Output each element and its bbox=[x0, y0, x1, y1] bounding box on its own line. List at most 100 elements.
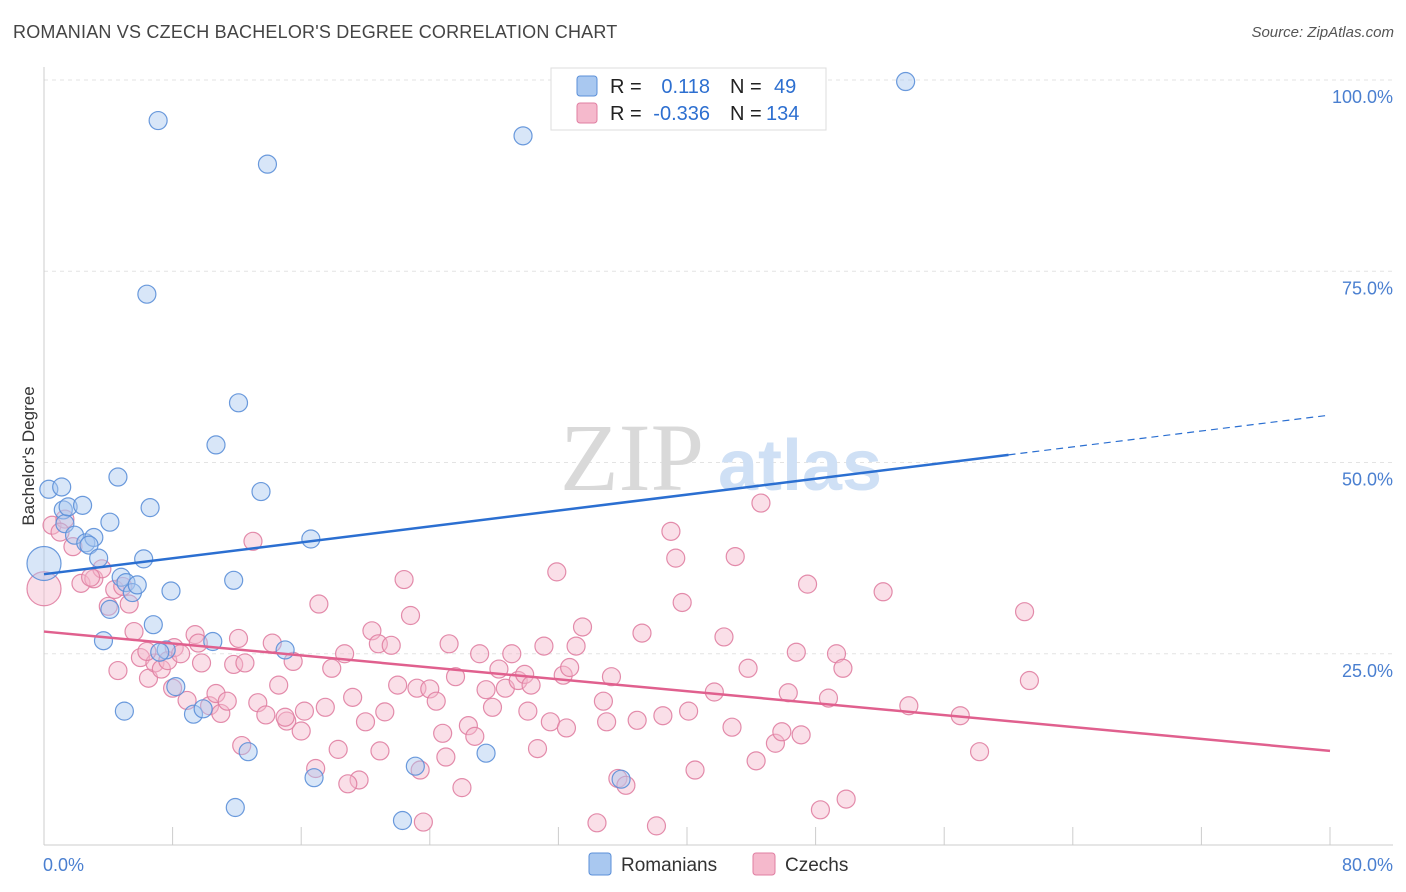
czech-point bbox=[228, 628, 249, 649]
romanian-point bbox=[301, 529, 321, 549]
czech-point bbox=[381, 635, 401, 655]
czech-point bbox=[597, 712, 617, 732]
romanian-point bbox=[896, 71, 916, 92]
czech-point bbox=[439, 634, 459, 654]
czech-point bbox=[534, 636, 554, 656]
czech-point bbox=[433, 723, 453, 743]
legend-swatch-romanians bbox=[576, 75, 598, 97]
romanian-point bbox=[114, 701, 134, 721]
czech-point bbox=[315, 697, 335, 717]
trend-lines bbox=[43, 414, 1331, 753]
romanian-point bbox=[251, 481, 271, 502]
czech-point bbox=[797, 574, 818, 594]
czech-point bbox=[527, 739, 548, 759]
watermark: ZIP atlas bbox=[560, 404, 882, 511]
czech-point bbox=[666, 548, 686, 568]
czech-point bbox=[275, 707, 295, 727]
romanian-point bbox=[52, 477, 72, 497]
czech-point bbox=[646, 816, 667, 836]
czech-point bbox=[653, 706, 673, 726]
romanian-point bbox=[513, 126, 533, 146]
romanian-point bbox=[140, 498, 160, 518]
romanian-point bbox=[137, 284, 157, 304]
czech-point bbox=[661, 521, 681, 541]
romanian-point bbox=[93, 631, 114, 651]
czech-point bbox=[294, 701, 315, 721]
czech-point bbox=[791, 725, 811, 745]
legend-r-value-czechs: -0.336 bbox=[653, 103, 710, 125]
series-legend-label-czechs: Czechs bbox=[785, 855, 848, 876]
czech-point bbox=[465, 726, 485, 746]
czech-point bbox=[518, 701, 538, 721]
czech-point bbox=[601, 667, 622, 687]
czech-point bbox=[291, 721, 311, 741]
czech-point bbox=[679, 701, 699, 721]
legend-n-label-romanians: N = bbox=[730, 76, 762, 98]
czech-point bbox=[772, 722, 792, 742]
romanian-point bbox=[611, 769, 631, 789]
czech-point bbox=[502, 644, 522, 664]
czech-point bbox=[470, 644, 490, 664]
romanian-point bbox=[275, 640, 295, 660]
czech-point bbox=[714, 627, 734, 647]
romanians-trend-extension bbox=[1008, 414, 1331, 456]
czech-point bbox=[217, 691, 237, 711]
czech-point bbox=[322, 658, 342, 678]
romanian-point bbox=[72, 495, 93, 515]
czech-point bbox=[343, 687, 363, 707]
romanian-point bbox=[225, 797, 245, 818]
czech-point bbox=[593, 691, 614, 711]
czech-point bbox=[388, 675, 408, 695]
czech-point bbox=[124, 621, 144, 642]
romanian-point bbox=[228, 393, 249, 413]
romanian-point bbox=[183, 704, 204, 724]
czech-point bbox=[632, 623, 652, 643]
watermark-atlas: atlas bbox=[718, 426, 882, 506]
x-tick-max: 80.0% bbox=[1342, 855, 1393, 875]
czech-point bbox=[71, 573, 91, 593]
legend-n-label-czechs: N = bbox=[730, 103, 762, 125]
romanian-point bbox=[193, 699, 213, 719]
czech-point bbox=[119, 594, 139, 614]
czech-point bbox=[627, 710, 647, 730]
czech-point bbox=[235, 653, 255, 673]
x-tick-min: 0.0% bbox=[43, 855, 84, 875]
romanian-point bbox=[143, 615, 163, 635]
romanian-point bbox=[150, 642, 170, 662]
czech-point bbox=[309, 594, 329, 614]
czech-point bbox=[211, 703, 231, 724]
czech-point bbox=[370, 741, 390, 761]
romanian-point bbox=[257, 154, 278, 174]
czech-point bbox=[445, 667, 466, 687]
series-legend-swatch-romanians bbox=[588, 852, 612, 876]
legend-swatch-czechs bbox=[576, 102, 598, 124]
czech-point bbox=[685, 760, 705, 780]
czech-point bbox=[420, 679, 440, 699]
czech-point bbox=[725, 546, 745, 567]
romanian-point bbox=[100, 599, 120, 619]
romanians-trend-line bbox=[43, 453, 1009, 576]
czech-point bbox=[786, 642, 806, 662]
y-axis-label: Bachelor's Degree bbox=[19, 386, 38, 525]
czech-point bbox=[413, 812, 433, 832]
romanian-point bbox=[224, 570, 244, 590]
watermark-zip: ZIP bbox=[560, 404, 704, 511]
czech-point bbox=[452, 778, 472, 798]
correlation-legend: R = 0.118 N = 49 R = -0.336 N = 134 bbox=[550, 67, 827, 131]
czech-point bbox=[818, 688, 839, 708]
series-legend: Romanians Czechs bbox=[588, 852, 848, 876]
czech-point bbox=[394, 569, 414, 590]
czech-point bbox=[572, 617, 593, 637]
y-tick-label: 25.0% bbox=[1342, 661, 1393, 681]
czech-point bbox=[256, 705, 276, 725]
romanian-point bbox=[166, 677, 186, 697]
romanian-point bbox=[108, 467, 128, 487]
romanian-point bbox=[100, 512, 120, 532]
czech-point bbox=[751, 493, 771, 513]
romanian-point bbox=[392, 810, 413, 831]
romanian-point bbox=[58, 497, 78, 517]
romanian-point bbox=[64, 525, 85, 545]
source-label: Source: ZipAtlas.com bbox=[1251, 24, 1394, 41]
romanian-point bbox=[134, 549, 154, 569]
